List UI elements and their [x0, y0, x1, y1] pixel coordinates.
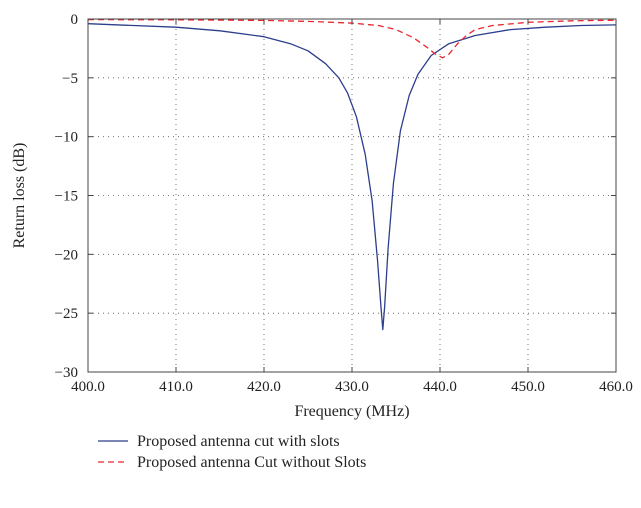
- data-series: [87, 18, 617, 331]
- x-tick-label: 450.0: [511, 379, 545, 395]
- y-axis-title: Return loss (dB): [11, 143, 28, 249]
- grid-lines: [88, 19, 616, 372]
- y-tick-label: −30: [55, 365, 78, 381]
- x-tick-label: 410.0: [159, 379, 193, 395]
- series-line-2: [87, 18, 617, 59]
- y-tick-label: −25: [55, 306, 78, 322]
- y-tick-label: −10: [55, 130, 78, 146]
- x-tick-label: 460.0: [599, 379, 633, 395]
- y-tick-label: 0: [71, 12, 79, 28]
- legend: Proposed antenna cut with slots Proposed …: [98, 433, 366, 471]
- legend-label-1: Proposed antenna cut with slots: [137, 433, 340, 450]
- x-axis-title: Frequency (MHz): [294, 403, 409, 420]
- legend-label-2: Proposed antenna Cut without Slots: [137, 454, 366, 471]
- y-tick-label: −20: [55, 247, 78, 263]
- x-tick-label: 430.0: [335, 379, 369, 395]
- x-tick-label: 420.0: [247, 379, 281, 395]
- x-tick-label: 440.0: [423, 379, 457, 395]
- axis-ticks: 400.0 410.0 420.0 430.0 440.0 450.0 460.0 0 −5 −1…: [55, 12, 633, 395]
- x-tick-label: 400.0: [71, 379, 105, 395]
- y-tick-label: −5: [62, 71, 78, 87]
- y-tick-label: −15: [55, 189, 78, 205]
